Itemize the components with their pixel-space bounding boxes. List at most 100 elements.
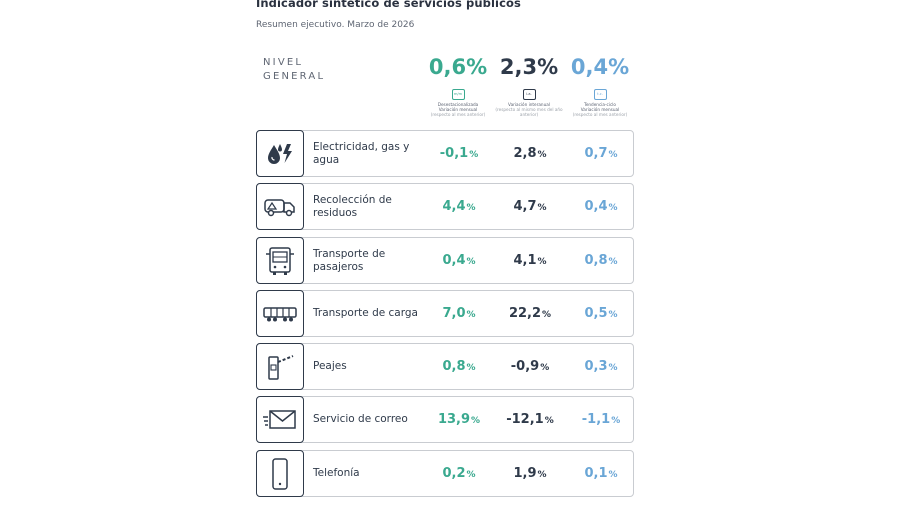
row-label: Servicio de correo xyxy=(313,413,408,425)
toll-barrier-icon xyxy=(256,343,304,390)
row-value-monthly: 13,9% xyxy=(419,397,499,442)
value-number: 0,5 xyxy=(584,306,608,321)
row-value-trend: 0,1% xyxy=(561,451,641,496)
mail-envelope-icon xyxy=(256,396,304,443)
row-label: Transporte de carga xyxy=(313,307,418,319)
row-value-annual: -0,9% xyxy=(490,344,570,389)
row-label: Transporte de pasajeros xyxy=(313,247,386,273)
value-number: 0,8 xyxy=(442,359,466,374)
value-number: -0,1 xyxy=(439,146,469,161)
general-trend-desc-line1: Tendencia-ciclo xyxy=(583,102,616,107)
row-value-annual: 4,1% xyxy=(490,238,570,283)
nivel-general-label: NIVEL GENERAL xyxy=(263,56,325,84)
value-number: 0,7 xyxy=(584,146,608,161)
value-number: -1,1 xyxy=(581,412,611,427)
percent-sign: % xyxy=(466,257,476,267)
general-annual-column: 2,3% i.a. Variación interanual (respecto… xyxy=(489,54,569,117)
value-number: 0,4 xyxy=(442,253,466,268)
percent-sign: % xyxy=(608,310,618,320)
table-row: Transporte de carga 7,0% 22,2% 0,5% xyxy=(256,290,634,337)
row-value-trend: 0,4% xyxy=(561,184,641,229)
row-value-trend: 0,8% xyxy=(561,238,641,283)
general-monthly-column: 0,6% m/m Desestacionalizada Variación me… xyxy=(418,54,498,117)
value-number: 7,0 xyxy=(442,306,466,321)
general-trend-desc-line2: Variación mensual xyxy=(580,107,620,112)
percent-sign: % xyxy=(540,363,550,373)
row-value-monthly: -0,1% xyxy=(419,131,499,176)
value-number: 22,2 xyxy=(508,306,542,321)
general-monthly-value: 0,6% xyxy=(428,55,488,79)
general-trend-column: 0,4% t.c. Tendencia-ciclo Variación mens… xyxy=(560,54,640,117)
percent-sign: % xyxy=(466,470,476,480)
row-value-annual: 1,9% xyxy=(490,451,570,496)
nivel-general-label-line2: GENERAL xyxy=(263,71,326,82)
row-value-annual: 22,2% xyxy=(490,291,570,336)
row-value-annual: -12,1% xyxy=(490,397,570,442)
percent-sign: % xyxy=(608,363,618,373)
value-number: -12,1 xyxy=(506,412,544,427)
percent-sign: % xyxy=(537,257,547,267)
percent-sign: % xyxy=(611,416,621,426)
percent-sign: % xyxy=(608,150,618,160)
row-value-monthly: 0,2% xyxy=(419,451,499,496)
value-number: 4,1 xyxy=(513,253,537,268)
row-value-monthly: 7,0% xyxy=(419,291,499,336)
row-label: Electricidad, gas y agua xyxy=(313,140,410,166)
electricity-gas-water-icon xyxy=(256,130,304,177)
percent-sign: % xyxy=(471,416,481,426)
percent-sign: % xyxy=(542,310,552,320)
general-annual-desc-line1: Variación interanual xyxy=(508,102,550,107)
value-number: 0,3 xyxy=(584,359,608,374)
freight-train-icon xyxy=(256,290,304,337)
general-monthly-desc-line3: (respecto al mes anterior) xyxy=(430,112,486,117)
general-trend-desc-line3: (respecto al mes anterior) xyxy=(572,112,628,117)
general-trend-value: 0,4% xyxy=(570,55,630,79)
row-value-trend: 0,7% xyxy=(561,131,641,176)
row-value-monthly: 0,8% xyxy=(419,344,499,389)
table-row: Peajes 0,8% -0,9% 0,3% xyxy=(256,343,634,390)
mobile-phone-icon xyxy=(256,450,304,497)
value-number: 13,9 xyxy=(437,412,471,427)
value-number: 0,1 xyxy=(584,466,608,481)
row-value-trend: 0,5% xyxy=(561,291,641,336)
general-annual-desc-line3: (respecto al mismo mes del año anterior) xyxy=(495,107,563,117)
value-number: 0,4 xyxy=(584,199,608,214)
value-number: 1,9 xyxy=(513,466,537,481)
row-value-annual: 4,7% xyxy=(490,184,570,229)
percent-sign: % xyxy=(544,416,554,426)
table-row: Servicio de correo 13,9% -12,1% -1,1% xyxy=(256,396,634,443)
general-monthly-desc-line1: Desestacionalizada xyxy=(437,102,479,107)
percent-sign: % xyxy=(608,257,618,267)
bus-icon xyxy=(256,237,304,284)
general-annual-desc: Variación interanual (respecto al mismo … xyxy=(489,102,569,117)
general-trend-desc: Tendencia-ciclo Variación mensual (respe… xyxy=(560,102,640,117)
value-number: 2,8 xyxy=(513,146,537,161)
percent-sign: % xyxy=(537,150,547,160)
row-label: Recolección de residuos xyxy=(313,193,392,219)
row-value-monthly: 4,4% xyxy=(419,184,499,229)
percent-sign: % xyxy=(466,203,476,213)
row-value-trend: -1,1% xyxy=(561,397,641,442)
table-row: Electricidad, gas y agua -0,1% 2,8% 0,7% xyxy=(256,130,634,177)
page-title: Indicador sintético de servicios público… xyxy=(256,0,521,10)
row-value-annual: 2,8% xyxy=(490,131,570,176)
percent-sign: % xyxy=(608,470,618,480)
row-label: Telefonía xyxy=(313,467,360,479)
percent-sign: % xyxy=(466,363,476,373)
table-row: Telefonía 0,2% 1,9% 0,1% xyxy=(256,450,634,497)
general-annual-value: 2,3% xyxy=(499,55,559,79)
page-subtitle: Resumen ejecutivo. Marzo de 2026 xyxy=(256,20,415,30)
percent-sign: % xyxy=(537,203,547,213)
percent-sign: % xyxy=(608,203,618,213)
table-row: Transporte de pasajeros 0,4% 4,1% 0,8% xyxy=(256,237,634,284)
row-value-trend: 0,3% xyxy=(561,344,641,389)
row-label: Peajes xyxy=(313,360,347,372)
value-number: 4,7 xyxy=(513,199,537,214)
row-value-monthly: 0,4% xyxy=(419,238,499,283)
annual-badge-icon: i.a. xyxy=(522,89,536,100)
table-row: Recolección de residuos 4,4% 4,7% 0,4% xyxy=(256,183,634,230)
percent-sign: % xyxy=(466,310,476,320)
nivel-general-label-line1: NIVEL xyxy=(263,57,304,68)
value-number: 4,4 xyxy=(442,199,466,214)
value-number: -0,9 xyxy=(510,359,540,374)
